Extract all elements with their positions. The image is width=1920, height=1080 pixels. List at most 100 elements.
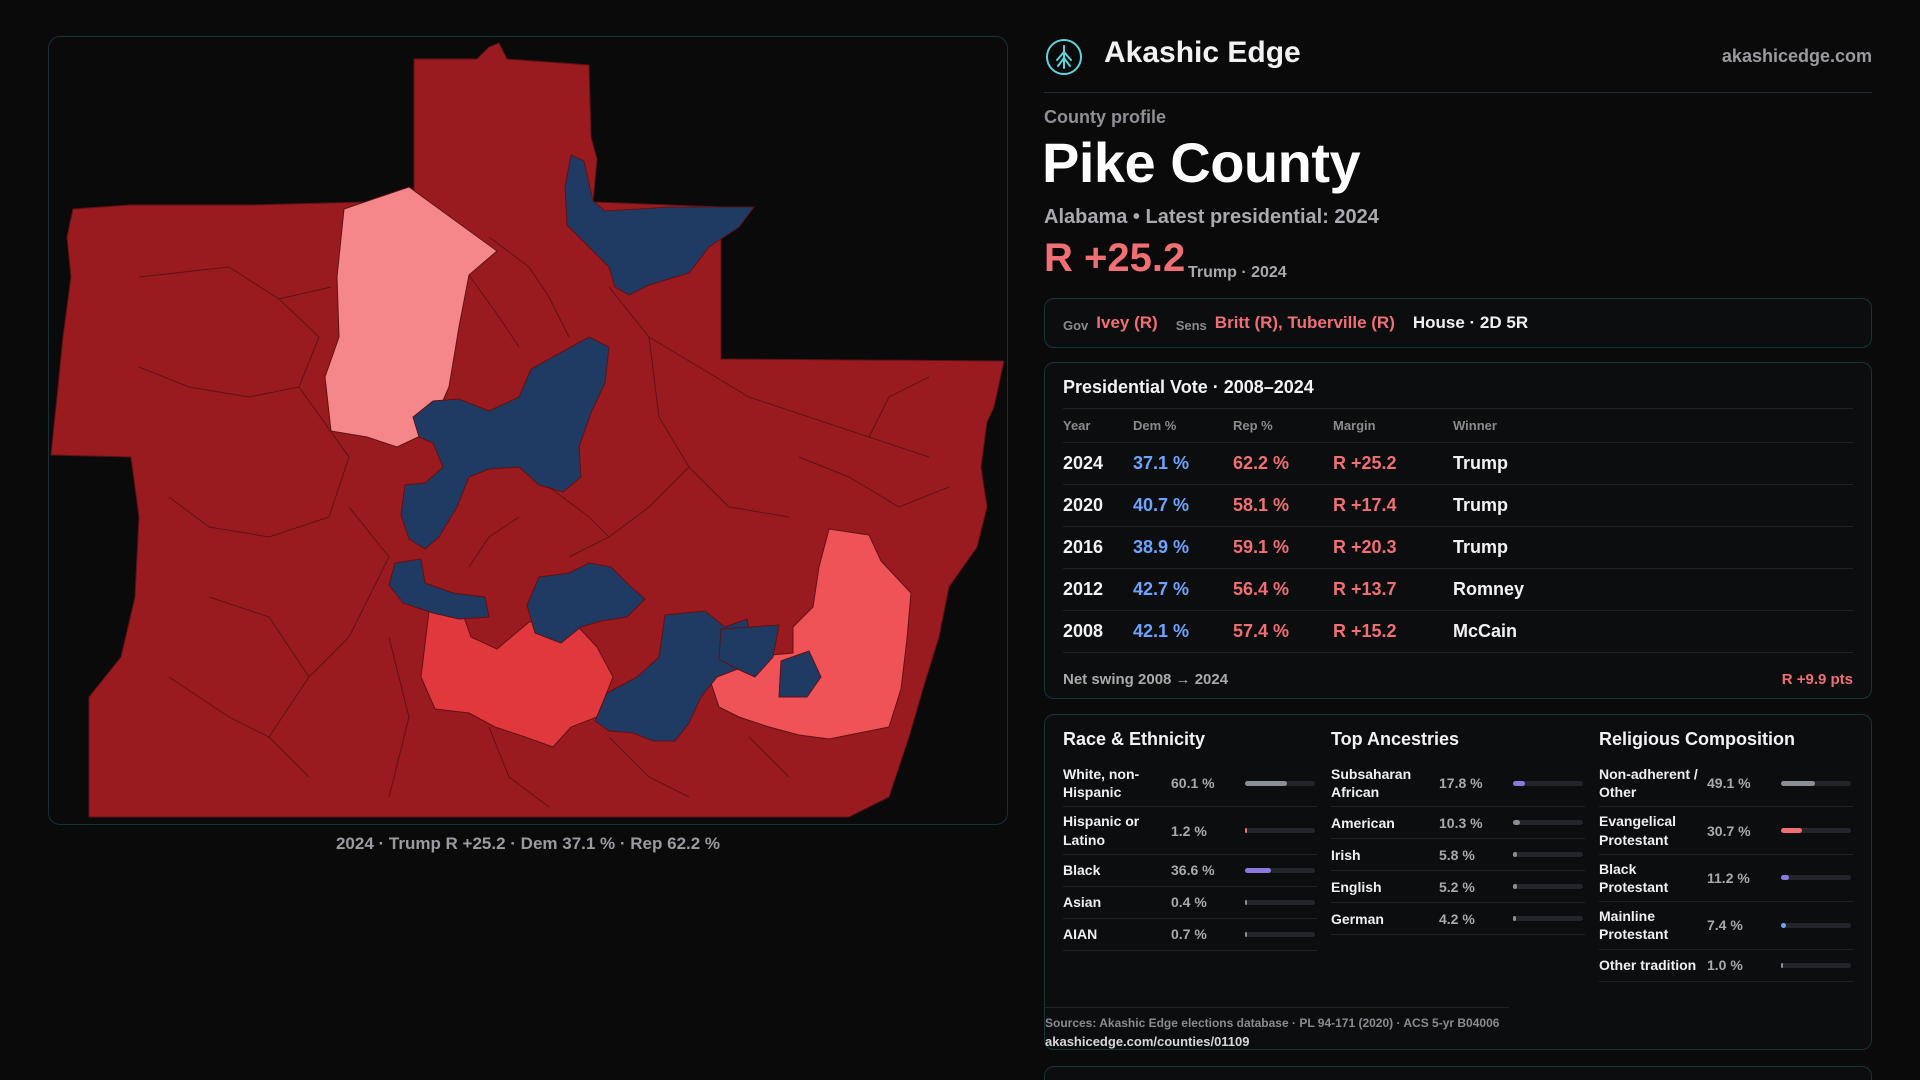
cell-winner: Trump xyxy=(1453,526,1853,569)
col-winner: Winner xyxy=(1453,408,1853,443)
precinct-dem-north[interactable] xyxy=(564,154,755,296)
presidential-vote-card: Presidential Vote · 2008–2024 Year Dem %… xyxy=(1044,362,1872,699)
demo-value: 1.2 % xyxy=(1171,822,1207,839)
demo-value: 17.8 % xyxy=(1439,775,1483,792)
precinct-lean-rep[interactable] xyxy=(324,186,498,448)
share-bar-fill xyxy=(1781,828,1803,834)
share-bar-fill xyxy=(1781,962,1784,968)
share-bar-fill xyxy=(1513,884,1517,890)
net-swing-label: Net swing 2008 → 2024 xyxy=(1063,671,1229,688)
precinct-dem-center[interactable] xyxy=(400,336,610,550)
demo-label: Mainline Protestant xyxy=(1599,908,1669,943)
share-bar xyxy=(1781,962,1851,968)
demo-value: 60.1 % xyxy=(1171,775,1215,792)
demo-label: Evangelical Protestant xyxy=(1599,813,1677,848)
religion-title: Religious Composition xyxy=(1599,729,1795,749)
brand-name[interactable]: Akashic Edge xyxy=(1104,36,1301,69)
share-bar-fill xyxy=(1781,922,1787,928)
cell-margin: R +13.7 xyxy=(1333,568,1453,611)
demographics-card: Race & Ethnicity White, non-Hispanic 60.1… xyxy=(1044,714,1872,1050)
cell-winner: Trump xyxy=(1453,442,1853,485)
page-subtitle: Alabama • Latest presidential: 2024 xyxy=(1044,206,1379,228)
demo-value: 5.2 % xyxy=(1439,878,1475,895)
demo-label: Non-adherent / Other xyxy=(1599,766,1698,801)
demo-label: English xyxy=(1331,878,1382,895)
race-ethnicity-section: Race & Ethnicity White, non-Hispanic 60.1… xyxy=(1063,729,1317,951)
share-bar-fill xyxy=(1781,780,1816,786)
share-bar xyxy=(1781,875,1851,881)
share-bar xyxy=(1245,899,1315,905)
list-item: Subsaharan African 17.8 % xyxy=(1331,760,1585,808)
brand-url-link[interactable]: akashicedge.com xyxy=(1721,46,1872,66)
table-row: 2020 40.7 % 58.1 % R +17.4 Trump xyxy=(1063,484,1853,527)
table-row: 2016 38.9 % 59.1 % R +20.3 Trump xyxy=(1063,526,1853,569)
net-swing-value: R +9.9 pts xyxy=(1781,671,1853,688)
share-bar xyxy=(1513,884,1583,890)
list-item: Irish 5.8 % xyxy=(1331,839,1585,872)
ancestries-section: Top Ancestries Subsaharan African 17.8 % A… xyxy=(1331,729,1585,936)
cell-dem: 38.9 % xyxy=(1133,526,1233,569)
list-item: Non-adherent / Other 49.1 % xyxy=(1599,760,1853,808)
cell-margin: R +17.4 xyxy=(1333,484,1453,527)
share-bar-fill xyxy=(1245,899,1248,905)
share-bar-fill xyxy=(1513,820,1521,826)
senators-value: Britt (R), Tuberville (R) xyxy=(1214,313,1395,332)
senators-label: Sens xyxy=(1175,317,1207,333)
officials-bar: Gov Ivey (R) Sens Britt (R), Tuberville … xyxy=(1044,298,1872,348)
share-bar-fill xyxy=(1781,875,1789,881)
sources-url-link[interactable]: akashicedge.com/counties/01109 xyxy=(1045,1034,1250,1049)
precinct-map-svg[interactable] xyxy=(49,37,1008,825)
cell-winner: McCain xyxy=(1453,610,1853,653)
cell-year: 2016 xyxy=(1063,526,1133,569)
presidential-title: Presidential Vote · 2008–2024 xyxy=(1063,377,1314,397)
precinct-dem-south[interactable] xyxy=(594,610,754,742)
demo-label: Asian xyxy=(1063,894,1102,911)
list-item: Other tradition 1.0 % xyxy=(1599,950,1853,982)
demo-label: Black xyxy=(1063,862,1101,879)
demo-value: 30.7 % xyxy=(1707,822,1751,839)
share-bar xyxy=(1513,852,1583,858)
share-bar xyxy=(1245,780,1315,786)
sources-footer: Sources: Akashic Edge elections database… xyxy=(1045,1007,1509,1049)
cell-rep: 62.2 % xyxy=(1233,442,1333,485)
demo-value: 5.8 % xyxy=(1439,846,1475,863)
net-swing-row: Net swing 2008 → 2024 R +9.9 pts xyxy=(1063,671,1853,688)
precinct-dem-east[interactable] xyxy=(718,624,780,678)
list-item: Evangelical Protestant 30.7 % xyxy=(1599,807,1853,855)
cell-winner: Trump xyxy=(1453,484,1853,527)
share-bar-fill xyxy=(1245,828,1248,834)
precinct-likely-rep[interactable] xyxy=(708,528,912,740)
house-delegation: House · 2D 5R xyxy=(1412,313,1529,332)
ancestries-title: Top Ancestries xyxy=(1331,729,1460,749)
header-divider xyxy=(1044,92,1872,93)
cell-rep: 58.1 % xyxy=(1233,484,1333,527)
demo-label: Hispanic or Latino xyxy=(1063,813,1140,848)
presidential-table: Year Dem % Rep % Margin Winner 2024 37.1… xyxy=(1063,408,1853,653)
cell-dem: 42.7 % xyxy=(1133,568,1233,611)
demo-label: Irish xyxy=(1331,846,1361,863)
cell-margin: R +20.3 xyxy=(1333,526,1453,569)
share-bar xyxy=(1781,828,1851,834)
precinct-dem-mid[interactable] xyxy=(526,562,646,644)
cell-year: 2020 xyxy=(1063,484,1133,527)
share-bar xyxy=(1781,780,1851,786)
list-item: AIAN 0.7 % xyxy=(1063,919,1317,951)
list-item: Mainline Protestant 7.4 % xyxy=(1599,902,1853,950)
share-bar-fill xyxy=(1513,780,1526,786)
precinct-dem-west[interactable] xyxy=(388,558,490,620)
share-bar xyxy=(1781,922,1851,928)
share-bar xyxy=(1513,916,1583,922)
cell-dem: 37.1 % xyxy=(1133,442,1233,485)
cell-year: 2012 xyxy=(1063,568,1133,611)
share-bar-fill xyxy=(1513,916,1516,922)
list-item: Black 36.6 % xyxy=(1063,855,1317,887)
cell-year: 2008 xyxy=(1063,610,1133,653)
precinct-map[interactable] xyxy=(48,36,1008,825)
demo-value: 1.0 % xyxy=(1707,957,1743,973)
share-bar xyxy=(1245,828,1315,834)
share-bar xyxy=(1245,867,1315,873)
list-item: Hispanic or Latino 1.2 % xyxy=(1063,807,1317,855)
precinct-dem-far-east[interactable] xyxy=(778,650,822,698)
next-card-edge xyxy=(1044,1066,1872,1080)
map-caption: 2024 · Trump R +25.2 · Dem 37.1 % · Rep … xyxy=(335,834,721,853)
